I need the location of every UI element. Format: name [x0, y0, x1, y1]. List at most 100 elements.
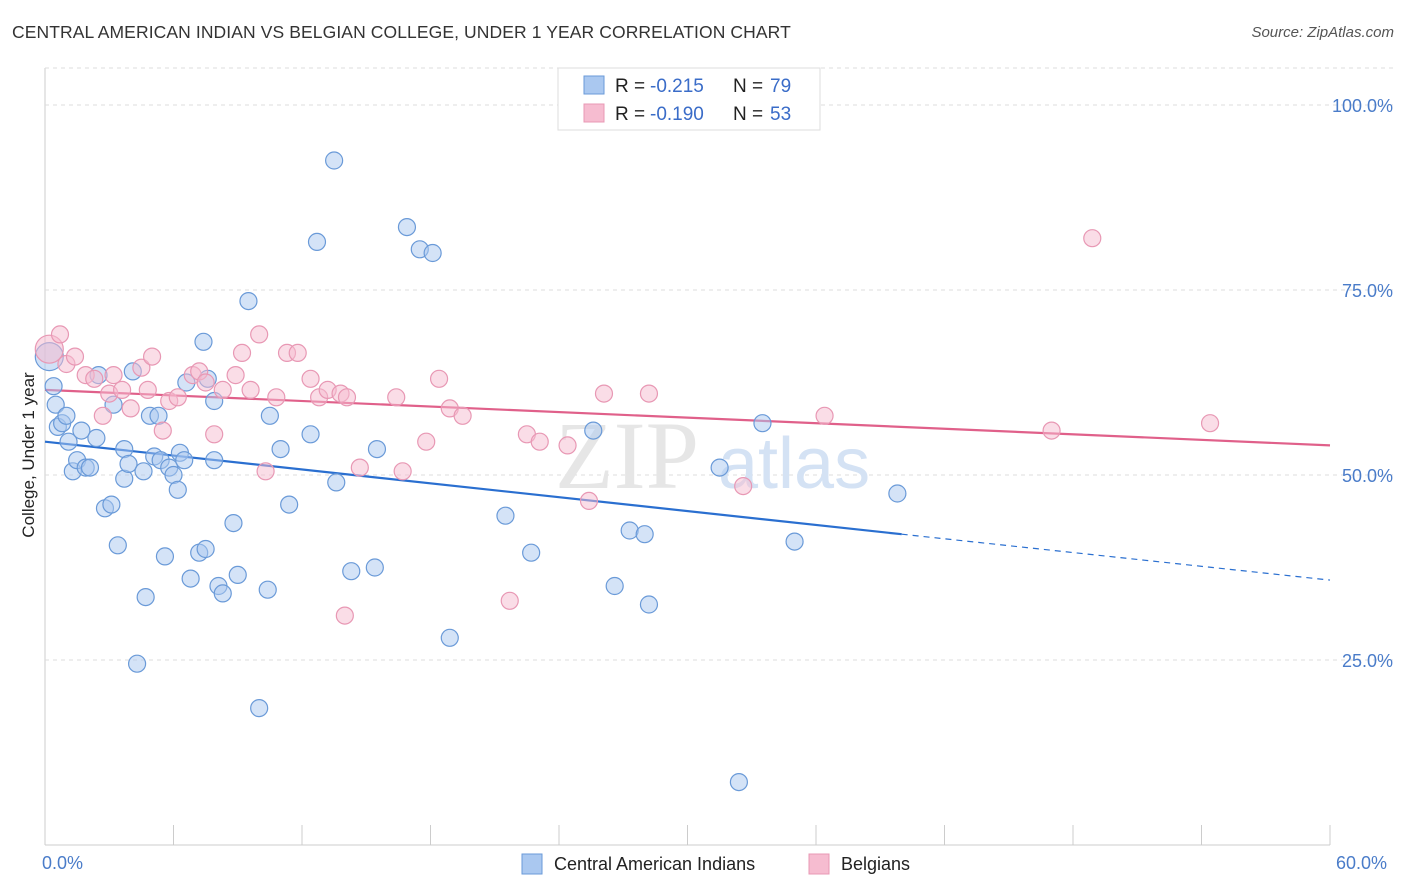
y-axis-label: College, Under 1 year	[19, 372, 38, 538]
data-point	[337, 388, 357, 407]
data-point	[87, 428, 106, 448]
data-point	[104, 366, 123, 385]
legend-swatch-pink	[583, 103, 605, 123]
bottom-legend-swatch-blue	[521, 853, 543, 875]
data-point	[429, 369, 449, 388]
legend-r-value-2: -0.190	[650, 104, 704, 125]
data-point	[250, 325, 269, 344]
trend-line-dashed	[901, 533, 1331, 581]
data-point	[635, 525, 654, 544]
data-point	[307, 232, 327, 251]
data-point	[365, 558, 384, 577]
data-point	[205, 425, 224, 444]
data-point	[579, 491, 599, 510]
y-tick-label: 75.0%	[1342, 281, 1393, 301]
data-point	[327, 473, 346, 492]
data-point	[213, 584, 232, 603]
data-point	[500, 591, 519, 610]
data-point	[196, 373, 215, 392]
data-point	[226, 366, 245, 385]
data-point	[417, 432, 436, 451]
data-point	[138, 380, 157, 399]
data-point	[196, 539, 215, 559]
data-point	[213, 380, 232, 399]
data-point	[280, 495, 299, 514]
legend-n-label-2: N =	[733, 104, 763, 125]
data-point	[241, 380, 260, 399]
data-point	[367, 440, 387, 459]
x-tick-label-min: 0.0%	[42, 853, 83, 873]
data-point	[72, 421, 91, 440]
legend-swatch-blue	[583, 75, 605, 95]
data-point	[181, 569, 200, 588]
bottom-legend: Central American Indians Belgians	[521, 853, 910, 875]
data-point	[785, 532, 804, 551]
data-point	[93, 406, 112, 425]
data-point	[194, 332, 213, 351]
y-tick-label: 50.0%	[1342, 466, 1393, 486]
gridlines	[45, 67, 1395, 661]
data-point	[153, 421, 172, 440]
data-point	[119, 454, 138, 473]
data-point	[267, 388, 286, 407]
data-point	[335, 606, 354, 625]
data-point	[423, 243, 442, 263]
data-point	[325, 151, 344, 170]
data-point	[232, 343, 252, 362]
data-point	[175, 451, 194, 470]
data-point	[888, 484, 907, 503]
data-point	[1042, 421, 1061, 440]
data-point	[815, 406, 834, 425]
data-point	[288, 343, 307, 362]
data-point	[57, 406, 76, 425]
data-point	[397, 218, 417, 237]
data-point	[301, 425, 320, 444]
data-point	[134, 462, 153, 481]
data-point	[584, 421, 603, 440]
data-point	[350, 458, 369, 477]
bottom-legend-label-blue: Central American Indians	[554, 854, 755, 874]
legend-r-label-2: R =	[615, 104, 645, 125]
x-ticks	[44, 825, 1331, 845]
legend-r-value-1: -0.215	[650, 76, 704, 97]
data-point	[530, 432, 549, 451]
data-point	[496, 506, 515, 525]
legend-n-value-1: 79	[770, 76, 791, 97]
bottom-legend-swatch-pink	[808, 853, 830, 875]
legend-n-label-1: N =	[733, 76, 763, 97]
data-point	[440, 628, 459, 647]
data-point	[558, 436, 577, 455]
data-point	[258, 580, 277, 599]
data-point	[605, 576, 624, 596]
data-point	[522, 543, 541, 562]
data-point	[102, 495, 121, 514]
data-point	[710, 458, 729, 477]
legend-n-value-2: 53	[770, 104, 791, 125]
data-point	[168, 480, 187, 499]
data-point	[44, 377, 63, 396]
data-point	[453, 406, 472, 425]
legend: R = -0.215 N = 79 R = -0.190 N = 53	[557, 67, 821, 131]
data-point	[132, 358, 151, 377]
data-point	[155, 547, 175, 566]
data-point	[85, 369, 104, 388]
data-point	[136, 587, 155, 607]
legend-r-label-1: R =	[615, 76, 645, 97]
data-point	[1200, 414, 1220, 433]
data-point	[108, 536, 127, 555]
data-point	[46, 395, 65, 414]
data-point	[1083, 229, 1102, 248]
x-tick-label-max: 60.0%	[1336, 853, 1387, 873]
data-point	[639, 384, 659, 403]
data-point	[734, 477, 753, 496]
data-point	[301, 369, 320, 388]
watermark-zip: ZIP	[555, 402, 699, 509]
data-point	[753, 414, 772, 433]
data-point	[50, 325, 70, 344]
data-point	[729, 772, 749, 792]
data-point	[639, 595, 659, 614]
data-point	[121, 399, 140, 418]
data-point	[271, 440, 290, 459]
data-point	[112, 380, 132, 399]
